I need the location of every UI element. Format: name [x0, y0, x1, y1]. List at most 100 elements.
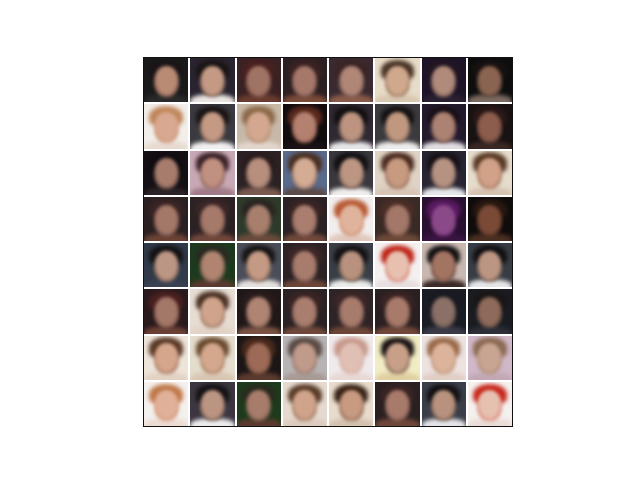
- shoulders-region: [190, 140, 235, 149]
- face-region: [384, 250, 410, 282]
- face-tile: [282, 104, 327, 149]
- face-tile: [144, 196, 189, 241]
- shoulders-region: [467, 233, 512, 241]
- face-tile: [144, 104, 189, 149]
- face-tile: [467, 150, 512, 195]
- image-grid-frame: [143, 57, 513, 427]
- face-region: [246, 389, 271, 421]
- face-region: [153, 158, 179, 190]
- face-tile: [236, 150, 281, 195]
- face-region: [384, 158, 410, 190]
- shoulders-region: [421, 233, 466, 241]
- shoulders-region: [329, 140, 374, 149]
- shoulders-region: [144, 186, 189, 195]
- face-tile: [190, 243, 235, 288]
- shoulders-region: [421, 186, 466, 195]
- face-tile: [467, 381, 512, 426]
- shoulders-region: [467, 186, 512, 195]
- face-region: [199, 343, 225, 375]
- face-region: [246, 250, 271, 282]
- face-region: [153, 65, 179, 97]
- face-region: [338, 65, 364, 97]
- face-tile: [190, 58, 235, 103]
- shoulders-region: [236, 186, 281, 195]
- face-region: [292, 343, 318, 375]
- shoulders-region: [282, 279, 327, 288]
- shoulders-region: [375, 279, 420, 288]
- face-tile: [329, 381, 374, 426]
- face-region: [338, 250, 364, 282]
- shoulders-region: [329, 94, 374, 103]
- shoulders-region: [329, 186, 374, 195]
- shoulders-region: [421, 371, 466, 380]
- face-tile: [144, 243, 189, 288]
- face-region: [384, 389, 410, 421]
- shoulders-region: [375, 186, 420, 195]
- shoulders-region: [375, 233, 420, 241]
- face-region: [477, 343, 503, 375]
- face-tile: [236, 381, 281, 426]
- face-tile: [421, 104, 466, 149]
- shoulders-region: [236, 140, 281, 149]
- face-tile: [190, 335, 235, 380]
- shoulders-region: [144, 94, 189, 103]
- face-tile: [375, 196, 420, 241]
- shoulders-region: [282, 371, 327, 380]
- face-region: [431, 112, 456, 144]
- face-tile: [467, 243, 512, 288]
- face-tile: [421, 150, 466, 195]
- face-tile: [329, 243, 374, 288]
- face-region: [384, 204, 410, 236]
- shoulders-region: [236, 325, 281, 334]
- face-region: [477, 112, 503, 144]
- face-tile: [467, 289, 512, 334]
- face-tile: [375, 58, 420, 103]
- face-region: [246, 112, 271, 144]
- face-region: [153, 204, 179, 236]
- face-tile: [190, 381, 235, 426]
- shoulders-region: [144, 279, 189, 288]
- face-tile: [144, 150, 189, 195]
- shoulders-region: [282, 140, 327, 149]
- face-region: [431, 204, 456, 236]
- face-tile: [329, 289, 374, 334]
- face-region: [384, 65, 410, 97]
- face-region: [338, 343, 364, 375]
- face-region: [199, 112, 225, 144]
- face-tile: [282, 150, 327, 195]
- shoulders-region: [236, 279, 281, 288]
- face-tile: [282, 196, 327, 241]
- face-tile: [282, 58, 327, 103]
- face-region: [338, 204, 364, 236]
- face-tile: [144, 381, 189, 426]
- face-tile: [375, 104, 420, 149]
- face-region: [199, 158, 225, 190]
- face-region: [292, 297, 318, 329]
- face-tile: [375, 381, 420, 426]
- face-tile: [144, 335, 189, 380]
- shoulders-region: [375, 140, 420, 149]
- face-tile: [421, 381, 466, 426]
- face-image-grid: [144, 58, 512, 426]
- shoulders-region: [467, 371, 512, 380]
- face-tile: [421, 243, 466, 288]
- face-region: [153, 112, 179, 144]
- face-tile: [144, 58, 189, 103]
- face-region: [199, 389, 225, 421]
- face-tile: [329, 150, 374, 195]
- face-region: [338, 297, 364, 329]
- face-tile: [282, 243, 327, 288]
- face-region: [338, 112, 364, 144]
- face-region: [431, 65, 456, 97]
- face-region: [292, 158, 318, 190]
- shoulders-region: [190, 186, 235, 195]
- shoulders-region: [144, 140, 189, 149]
- face-region: [477, 297, 503, 329]
- shoulders-region: [329, 418, 374, 426]
- face-region: [199, 204, 225, 236]
- face-tile: [190, 104, 235, 149]
- face-region: [477, 65, 503, 97]
- shoulders-region: [144, 325, 189, 334]
- face-tile: [329, 196, 374, 241]
- shoulders-region: [190, 94, 235, 103]
